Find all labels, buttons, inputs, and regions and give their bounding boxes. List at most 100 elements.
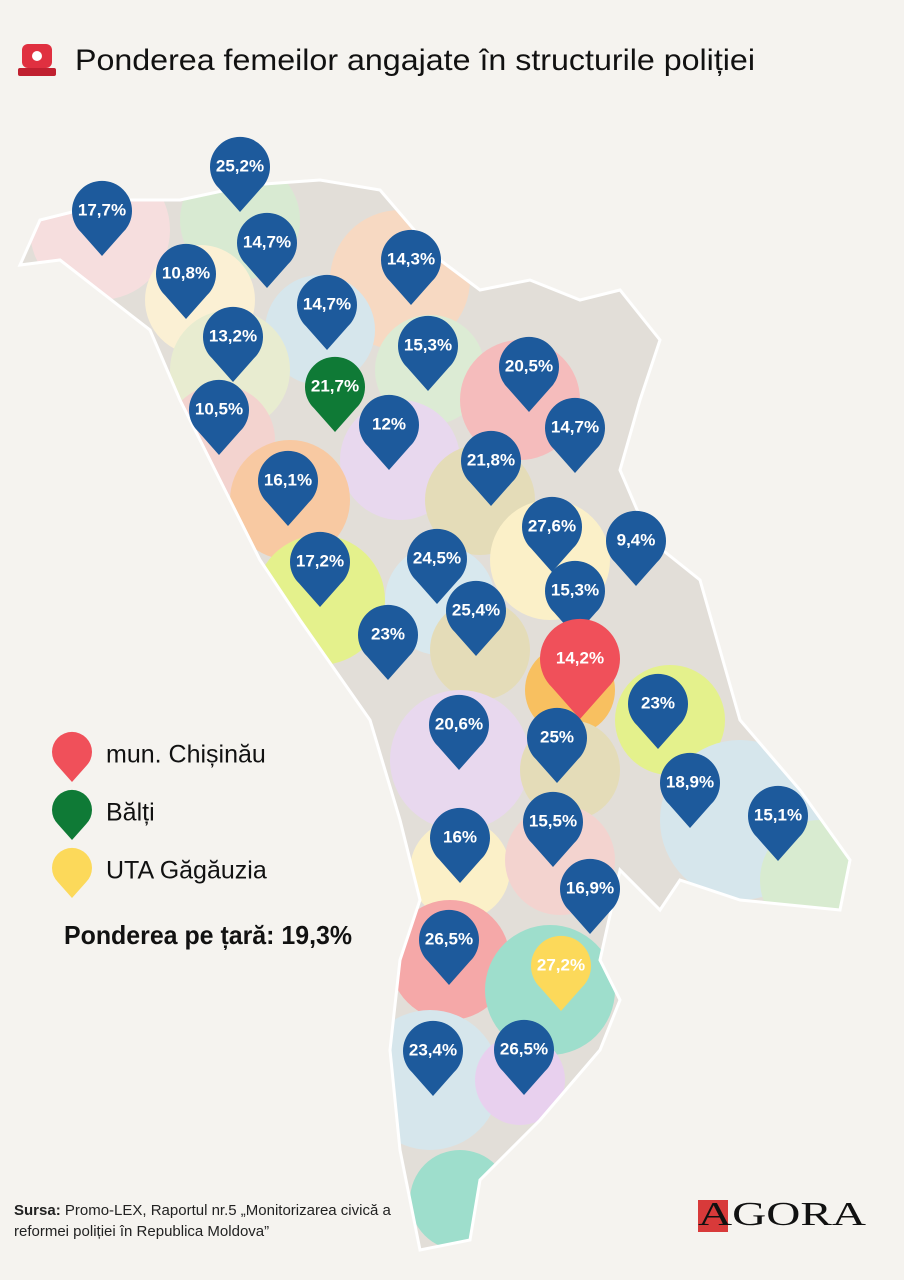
pin-marker [358, 604, 419, 680]
pin: 12% [359, 394, 419, 470]
national-share: Ponderea pe țară: 19,3% [64, 920, 352, 950]
pin: 15,3% [545, 560, 606, 636]
legend-marker [52, 789, 92, 840]
pin: 25,4% [446, 580, 506, 656]
pin: 10,5% [189, 379, 250, 455]
pin: 9,4% [606, 510, 666, 586]
pin-label: 21,7% [311, 376, 359, 395]
pin-marker [419, 909, 479, 985]
pin-marker [72, 180, 132, 256]
pin-label: 14,7% [243, 232, 291, 251]
pin: 18,9% [659, 752, 720, 828]
pin-label: 9,4% [617, 530, 656, 549]
pin-label: 16,9% [566, 878, 614, 897]
pin: 16,1% [258, 450, 319, 526]
source: Sursa: Promo-LEX, Raportul nr.5 „Monitor… [14, 1200, 394, 1242]
pin: 10,8% [156, 243, 217, 319]
pin-marker [545, 397, 605, 473]
pin-label: 23% [371, 624, 405, 643]
pin-marker [446, 580, 506, 656]
pin-marker [398, 315, 459, 391]
pin-marker [156, 243, 217, 319]
pin-marker [210, 136, 270, 212]
pin: 17,2% [290, 531, 350, 607]
pin: 16,9% [560, 858, 621, 934]
pin-marker [297, 274, 357, 350]
pin-marker [428, 694, 489, 770]
pin-label: 10,5% [195, 399, 243, 418]
pin-label: 14,2% [556, 648, 604, 667]
pin-marker [430, 807, 490, 883]
pin-label: 15,5% [529, 811, 577, 830]
pin-label: 25,4% [452, 600, 500, 619]
legend-label: mun. Chișinău [106, 741, 266, 769]
pin-label: 18,9% [666, 772, 714, 791]
legend-marker [52, 731, 92, 782]
source-label: Sursa: [14, 1202, 61, 1219]
pin-label: 15,3% [551, 580, 599, 599]
pin-marker [499, 336, 560, 412]
pin-label: 16% [443, 827, 477, 846]
pin: 14,7% [237, 212, 298, 288]
pin: 21,8% [461, 430, 522, 506]
pin: 13,2% [203, 306, 264, 382]
pin: 23% [628, 673, 688, 749]
pin-label: 14,7% [303, 294, 351, 313]
source-text: Promo-LEX, Raportul nr.5 „Monitorizarea … [14, 1202, 391, 1240]
pin: 26,5% [419, 909, 479, 985]
pin-label: 25% [540, 727, 574, 746]
pin: 14,3% [381, 229, 441, 305]
logo: AGORA [698, 1196, 867, 1233]
pin: 14,2% [539, 618, 621, 719]
pin-marker [628, 673, 688, 749]
pin: 23,4% [403, 1020, 464, 1096]
pin-marker [461, 430, 522, 506]
pin: 21,7% [305, 356, 366, 432]
country-outline [17, 178, 852, 1252]
pin-marker [359, 394, 419, 470]
pin-marker [545, 560, 606, 636]
pin-marker [522, 496, 583, 572]
title: Ponderea femeilor angajate în structuril… [75, 44, 755, 77]
pin: 17,7% [72, 180, 132, 256]
pin: 15,5% [523, 791, 583, 867]
pin-marker [237, 212, 298, 288]
pin: 16% [430, 807, 490, 883]
pin-label: 20,6% [435, 714, 483, 733]
pin-marker [560, 858, 621, 934]
legend-label: UTA Găgăuzia [106, 857, 267, 885]
pin-marker [381, 229, 441, 305]
legend-label: Bălți [106, 799, 155, 827]
pin-label: 14,7% [551, 417, 599, 436]
pin: 20,5% [499, 336, 560, 412]
pin-label: 16,1% [264, 470, 312, 489]
pin-label: 23% [641, 693, 675, 712]
pin: 25% [527, 707, 587, 783]
pin-marker [748, 785, 808, 861]
pin: 25,2% [210, 136, 270, 212]
alarm-icon [18, 44, 56, 76]
pin-label: 15,1% [754, 805, 802, 824]
pin: 14,7% [297, 274, 357, 350]
pin-label: 25,2% [216, 156, 264, 175]
pin-label: 26,5% [500, 1039, 548, 1058]
pin-marker [494, 1019, 554, 1095]
pin-label: 21,8% [467, 450, 515, 469]
pin: 15,3% [398, 315, 459, 391]
pin-marker [258, 450, 319, 526]
pin-label: 15,3% [404, 335, 452, 354]
pin-marker [523, 791, 583, 867]
pin-marker [290, 531, 350, 607]
pin-label: 20,5% [505, 356, 553, 375]
pin-marker [531, 935, 591, 1011]
pin-label: 24,5% [413, 548, 461, 567]
legend-marker [52, 847, 92, 898]
pin: 23% [358, 604, 419, 680]
pin: 27,2% [531, 935, 591, 1011]
logo-text: AGORA [698, 1196, 867, 1233]
pin: 24,5% [407, 528, 468, 604]
pin-label: 23,4% [409, 1040, 457, 1059]
pin-label: 27,2% [537, 955, 585, 974]
